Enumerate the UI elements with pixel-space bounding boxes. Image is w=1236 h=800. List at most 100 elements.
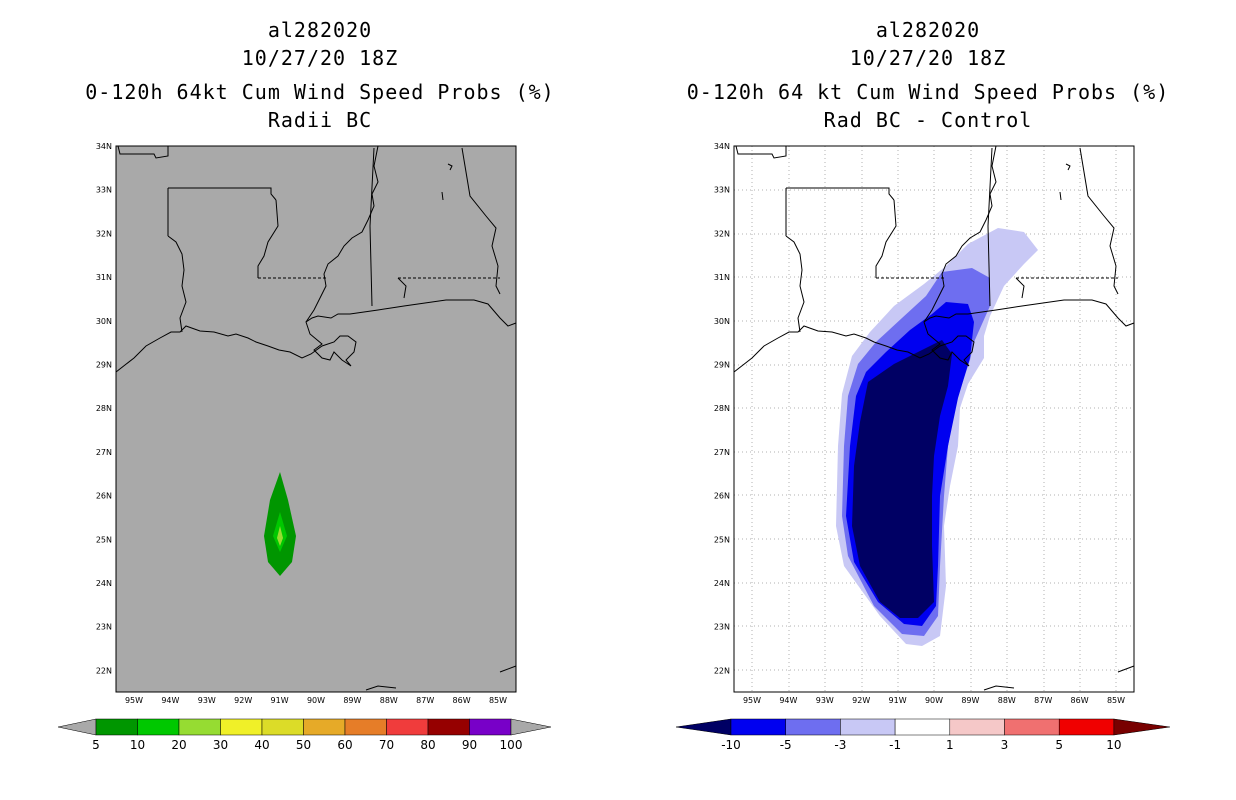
lat-tick-label: 25N xyxy=(96,535,112,544)
lon-tick-label: 89W xyxy=(961,696,979,705)
colorbar-swatch xyxy=(303,718,346,736)
lat-tick-label: 33N xyxy=(714,186,730,195)
lat-tick-label: 28N xyxy=(714,404,730,413)
right-storm-id: al282020 xyxy=(875,18,981,42)
lon-tick-label: 93W xyxy=(198,696,216,705)
lat-tick-label: 32N xyxy=(96,229,112,238)
colorbar-label: -1 xyxy=(889,738,901,752)
lon-tick-label: 91W xyxy=(889,696,907,705)
right-colorbar: -10 -5 -3 -1 1 3 5 10 xyxy=(675,718,1170,752)
colorbar-label: 3 xyxy=(1001,738,1009,752)
lat-tick-label: 33N xyxy=(96,186,112,195)
colorbar-label: 100 xyxy=(500,738,523,752)
colorbar-swatch xyxy=(840,718,896,736)
left-colorbar: 5 10 20 30 40 50 60 70 80 90 100 xyxy=(57,718,552,752)
left-time: 10/27/20 18Z xyxy=(241,46,399,70)
right-map xyxy=(733,145,1135,693)
lon-tick-label: 87W xyxy=(1034,696,1052,705)
colorbar-label: 30 xyxy=(213,738,228,752)
lon-tick-label: 93W xyxy=(816,696,834,705)
lon-tick-label: 91W xyxy=(271,696,289,705)
left-map-background xyxy=(116,146,516,692)
colorbar-low-arrow xyxy=(675,718,732,736)
colorbar-label: 5 xyxy=(1055,738,1063,752)
left-map xyxy=(115,145,517,693)
colorbar-label: 1 xyxy=(946,738,954,752)
lat-tick-label: 28N xyxy=(96,404,112,413)
colorbar-swatch xyxy=(178,718,221,736)
right-title-block: al282020 10/27/20 18Z 0-120h 64 kt Cum W… xyxy=(648,16,1208,134)
colorbar-swatch xyxy=(427,718,470,736)
left-subtitle: Radii BC xyxy=(267,108,373,132)
colorbar-swatch xyxy=(1058,718,1115,736)
right-title: 0-120h 64 kt Cum Wind Speed Probs (%) xyxy=(686,80,1170,104)
lat-tick-label: 32N xyxy=(714,229,730,238)
left-title-block: al282020 10/27/20 18Z 0-120h 64kt Cum Wi… xyxy=(40,16,600,134)
lat-tick-label: 26N xyxy=(714,492,730,501)
lat-tick-label: 22N xyxy=(714,666,730,675)
lon-tick-label: 95W xyxy=(743,696,761,705)
colorbar-swatch xyxy=(344,718,387,736)
lon-tick-label: 90W xyxy=(307,696,325,705)
colorbar-label: 20 xyxy=(171,738,186,752)
left-storm-id: al282020 xyxy=(267,18,373,42)
colorbar-swatch xyxy=(137,718,180,736)
lat-tick-label: 27N xyxy=(96,448,112,457)
lat-tick-label: 34N xyxy=(96,142,112,151)
lon-tick-label: 95W xyxy=(125,696,143,705)
colorbar-swatch xyxy=(220,718,263,736)
colorbar-label: 80 xyxy=(420,738,435,752)
lon-tick-label: 88W xyxy=(998,696,1016,705)
left-map-frame xyxy=(115,145,517,693)
colorbar-swatch xyxy=(1004,718,1060,736)
lon-tick-label: 85W xyxy=(489,696,507,705)
lon-tick-label: 89W xyxy=(343,696,361,705)
colorbar-swatch xyxy=(386,718,429,736)
lat-tick-label: 25N xyxy=(714,535,730,544)
lat-tick-label: 29N xyxy=(96,361,112,370)
lon-tick-label: 88W xyxy=(380,696,398,705)
colorbar-label: 50 xyxy=(296,738,311,752)
colorbar-swatch xyxy=(469,718,512,736)
lat-tick-label: 34N xyxy=(714,142,730,151)
colorbar-high-arrow xyxy=(1113,718,1170,736)
colorbar-label: 90 xyxy=(462,738,477,752)
right-time: 10/27/20 18Z xyxy=(849,46,1007,70)
left-lat-labels: 34N 33N 32N 31N 30N 29N 28N 27N 26N 25N 24N 23N 22N xyxy=(96,142,112,675)
colorbar-swatch xyxy=(894,718,951,736)
colorbar-label: 60 xyxy=(337,738,352,752)
lat-tick-label: 23N xyxy=(714,623,730,632)
lon-tick-label: 87W xyxy=(416,696,434,705)
lon-tick-label: 94W xyxy=(779,696,797,705)
right-subtitle: Rad BC - Control xyxy=(823,108,1033,132)
right-map-frame xyxy=(733,145,1135,693)
left-title: 0-120h 64kt Cum Wind Speed Probs (%) xyxy=(85,80,555,104)
lat-tick-label: 22N xyxy=(96,666,112,675)
lat-tick-label: 24N xyxy=(96,579,112,588)
prob-contour-30 xyxy=(277,526,283,546)
colorbar-swatch xyxy=(730,718,786,736)
colorbar-low-arrow xyxy=(57,718,97,736)
lon-tick-label: 94W xyxy=(161,696,179,705)
colorbar-label: -3 xyxy=(834,738,846,752)
lon-tick-label: 85W xyxy=(1107,696,1125,705)
colorbar-label: 70 xyxy=(379,738,394,752)
lat-tick-label: 30N xyxy=(714,317,730,326)
lat-tick-label: 29N xyxy=(714,361,730,370)
lat-tick-label: 24N xyxy=(714,579,730,588)
right-lat-labels: 34N 33N 32N 31N 30N 29N 28N 27N 26N 25N 24N 23N 22N xyxy=(714,142,730,675)
lat-tick-label: 31N xyxy=(714,273,730,282)
lon-tick-label: 86W xyxy=(1071,696,1089,705)
lat-tick-label: 30N xyxy=(96,317,112,326)
colorbar-label: -5 xyxy=(780,738,792,752)
lat-tick-label: 23N xyxy=(96,623,112,632)
right-lon-labels: 95W 94W 93W 92W 91W 90W 89W 88W 87W 86W 85W xyxy=(743,696,1125,705)
lon-tick-label: 92W xyxy=(234,696,252,705)
colorbar-swatch xyxy=(261,718,304,736)
colorbar-swatch xyxy=(95,718,138,736)
diff-contour-minus10 xyxy=(852,340,952,618)
colorbar-label: 10 xyxy=(1106,738,1121,752)
colorbar-label: -10 xyxy=(721,738,741,752)
left-lon-labels: 95W 94W 93W 92W 91W 90W 89W 88W 87W 86W 85W xyxy=(125,696,507,705)
